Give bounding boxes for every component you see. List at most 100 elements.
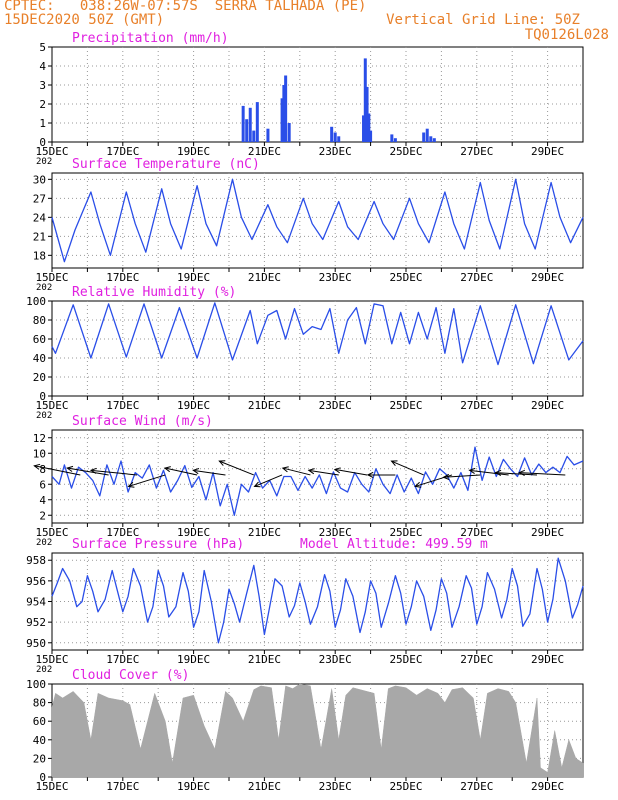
x-tick-label: 19DEC bbox=[177, 780, 210, 793]
precip-bar bbox=[337, 136, 341, 142]
x-tick-label: 17DEC bbox=[106, 399, 139, 412]
x-tick-label: 27DEC bbox=[460, 399, 493, 412]
x-tick-label: 27DEC bbox=[460, 526, 493, 539]
y-tick-label: 5 bbox=[39, 41, 46, 54]
y-tick-label: 952 bbox=[26, 616, 46, 629]
y-tick-label: 956 bbox=[26, 575, 46, 588]
precip-bar bbox=[390, 134, 394, 142]
x-tick-label: 23DEC bbox=[319, 780, 352, 793]
precipitation-frame bbox=[51, 46, 584, 143]
temperature-series-line bbox=[51, 178, 584, 263]
wind-series-line bbox=[51, 446, 584, 516]
x-tick-label: 25DEC bbox=[389, 145, 422, 158]
cloud-cover-title: Cloud Cover (%) bbox=[72, 668, 189, 683]
precip-bar bbox=[363, 58, 367, 142]
year-fragment: 202 bbox=[36, 283, 52, 293]
wind-vector-arrow bbox=[443, 474, 481, 478]
model-altitude: Model Altitude: 499.59 m bbox=[300, 537, 488, 552]
x-tick-label: 15DEC bbox=[35, 526, 68, 539]
wind-vector-arrow bbox=[519, 472, 566, 476]
y-tick-label: 80 bbox=[33, 314, 46, 327]
wind-vector-head bbox=[390, 460, 398, 467]
x-tick-label: 19DEC bbox=[177, 653, 210, 666]
x-tick-label: 19DEC bbox=[177, 271, 210, 284]
y-tick-label: 8 bbox=[39, 463, 46, 476]
x-tick-label: 17DEC bbox=[106, 780, 139, 793]
wind-vector-arrow bbox=[469, 469, 509, 476]
x-tick-label: 19DEC bbox=[177, 526, 210, 539]
y-tick-label: 30 bbox=[33, 173, 46, 186]
wind-title: Surface Wind (m/s) bbox=[72, 414, 213, 429]
year-fragment: 202 bbox=[36, 411, 52, 421]
temperature-frame bbox=[51, 172, 584, 269]
y-tick-label: 6 bbox=[39, 478, 46, 491]
precipitation-title: Precipitation (mm/h) bbox=[72, 31, 229, 46]
wind-vector-head bbox=[66, 465, 74, 472]
y-tick-label: 0 bbox=[39, 390, 46, 403]
precip-bar bbox=[255, 102, 259, 142]
wind-vector-arrow bbox=[334, 468, 368, 476]
x-tick-label: 21DEC bbox=[248, 653, 281, 666]
x-tick-label: 27DEC bbox=[460, 653, 493, 666]
y-tick-label: 60 bbox=[33, 715, 46, 728]
y-tick-label: 12 bbox=[33, 432, 46, 445]
y-tick-label: 2 bbox=[39, 509, 46, 522]
x-tick-label: 15DEC bbox=[35, 271, 68, 284]
wind-vector-arrow bbox=[128, 474, 166, 487]
y-tick-label: 18 bbox=[33, 249, 46, 262]
year-fragment: 202 bbox=[36, 665, 52, 675]
header-date: 15DEC2020 50Z (GMT) bbox=[4, 12, 165, 28]
x-tick-label: 27DEC bbox=[460, 271, 493, 284]
wind-vector-head bbox=[333, 467, 341, 474]
y-tick-label: 954 bbox=[26, 596, 46, 609]
precip-bar bbox=[284, 75, 288, 142]
precip-bar bbox=[365, 86, 369, 142]
pressure-series-line bbox=[51, 557, 584, 644]
wind-vector-head bbox=[518, 469, 525, 476]
x-tick-label: 25DEC bbox=[389, 271, 422, 284]
wind-vector-head bbox=[414, 481, 422, 488]
x-tick-label: 21DEC bbox=[248, 780, 281, 793]
x-tick-label: 15DEC bbox=[35, 780, 68, 793]
x-tick-label: 15DEC bbox=[35, 653, 68, 666]
x-tick-label: 29DEC bbox=[531, 526, 564, 539]
humidity-frame bbox=[51, 300, 584, 397]
y-tick-label: 4 bbox=[39, 494, 46, 507]
wind-vector-arrow bbox=[219, 460, 254, 476]
y-tick-label: 950 bbox=[26, 637, 46, 650]
wind-vector-arrow bbox=[391, 460, 424, 476]
y-tick-label: 100 bbox=[26, 295, 46, 308]
x-tick-label: 27DEC bbox=[460, 145, 493, 158]
x-tick-label: 17DEC bbox=[106, 271, 139, 284]
pressure-frame bbox=[51, 552, 584, 651]
wind-vector-head bbox=[307, 468, 315, 475]
y-tick-label: 3 bbox=[39, 79, 46, 92]
y-tick-label: 958 bbox=[26, 554, 46, 567]
wind-vector-head bbox=[468, 467, 476, 475]
temperature-title: Surface Temperature (nC) bbox=[72, 157, 260, 172]
x-tick-label: 25DEC bbox=[389, 399, 422, 412]
wind-vector-head bbox=[33, 463, 41, 470]
x-tick-label: 19DEC bbox=[177, 399, 210, 412]
y-tick-label: 10 bbox=[33, 447, 46, 460]
x-tick-label: 21DEC bbox=[248, 399, 281, 412]
precip-bar bbox=[425, 128, 429, 142]
precip-bar bbox=[422, 132, 426, 142]
wind-vector-head bbox=[253, 481, 261, 488]
precip-bar bbox=[282, 85, 286, 142]
precip-bar bbox=[429, 136, 433, 142]
x-tick-label: 21DEC bbox=[248, 271, 281, 284]
x-tick-label: 27DEC bbox=[460, 780, 493, 793]
y-tick-label: 20 bbox=[33, 371, 46, 384]
x-tick-label: 29DEC bbox=[531, 780, 564, 793]
x-tick-label: 25DEC bbox=[389, 653, 422, 666]
precip-bar bbox=[266, 128, 270, 142]
x-tick-label: 21DEC bbox=[248, 526, 281, 539]
x-tick-label: 29DEC bbox=[531, 399, 564, 412]
y-tick-label: 0 bbox=[39, 771, 46, 784]
y-tick-label: 0 bbox=[39, 136, 46, 149]
year-fragment: 202 bbox=[36, 157, 52, 167]
y-tick-label: 24 bbox=[33, 211, 47, 224]
x-tick-label: 19DEC bbox=[177, 145, 210, 158]
y-tick-label: 100 bbox=[26, 678, 46, 691]
